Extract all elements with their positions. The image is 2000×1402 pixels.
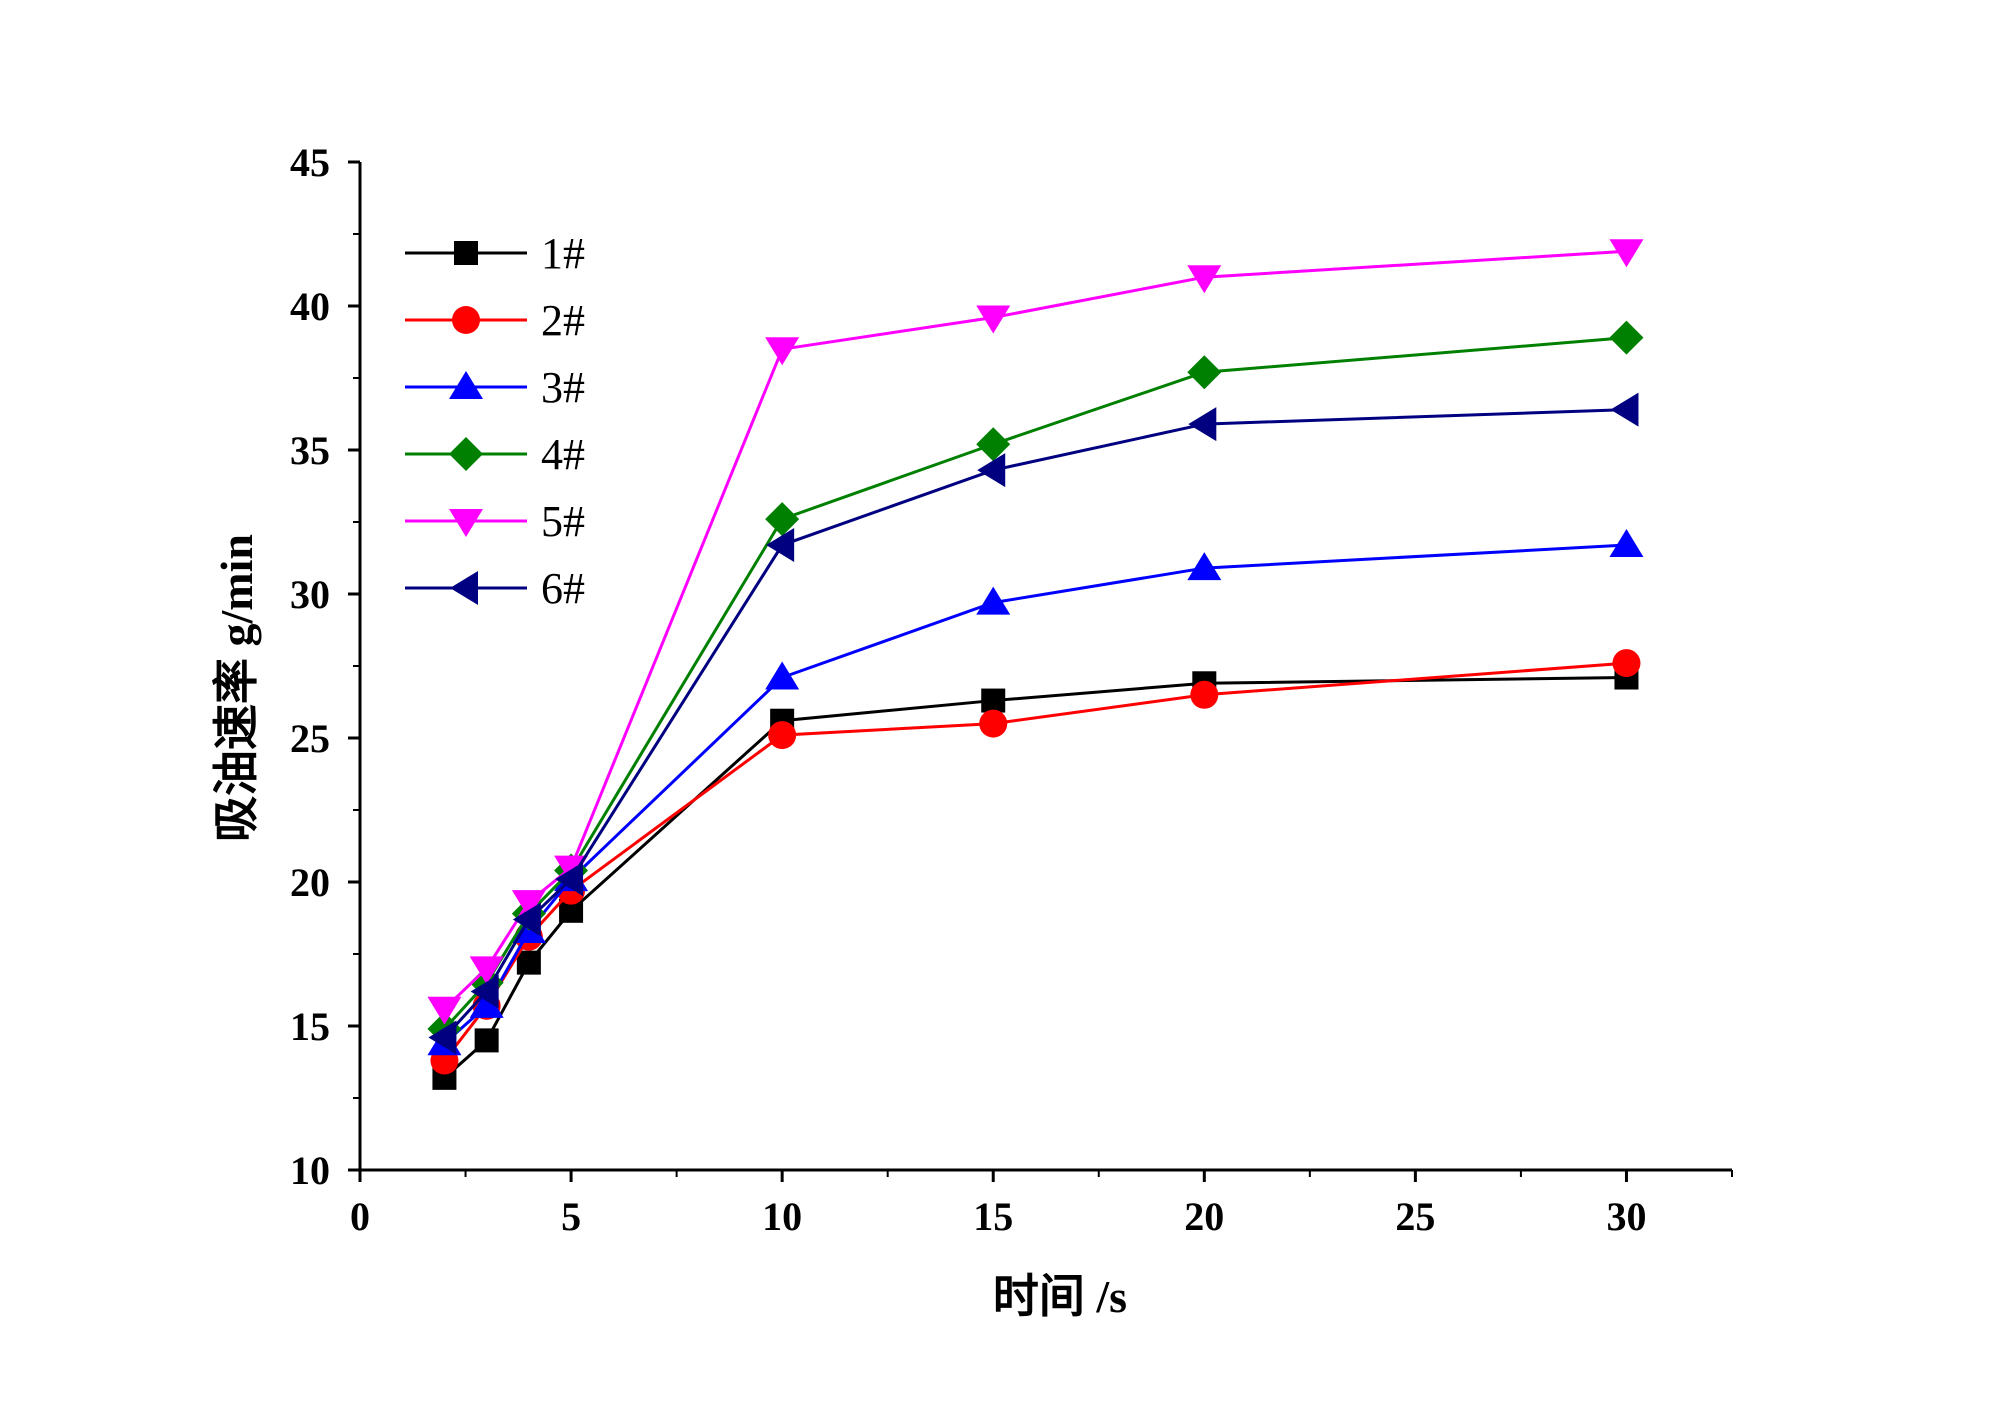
series-group <box>427 239 1644 1090</box>
legend-label: 2# <box>541 296 585 345</box>
legend-marker <box>454 241 478 265</box>
legend-marker <box>450 571 478 605</box>
y-tick-label: 15 <box>290 1004 330 1049</box>
data-point <box>768 721 797 750</box>
data-point <box>555 862 584 897</box>
data-point <box>516 950 541 975</box>
data-point <box>511 890 546 919</box>
legend-marker <box>452 306 480 334</box>
legend-label: 1# <box>541 229 585 278</box>
series-line <box>443 676 1627 1079</box>
data-point <box>977 453 1006 488</box>
x-tick-label: 0 <box>350 1194 370 1239</box>
x-tick-label: 30 <box>1606 1194 1646 1239</box>
data-point <box>976 586 1011 615</box>
data-point <box>976 305 1011 334</box>
series-line <box>443 249 1627 1010</box>
series-5 <box>427 239 1644 1025</box>
data-point <box>1187 265 1222 294</box>
data-point <box>1609 529 1644 558</box>
legend-marker <box>449 509 483 537</box>
y-tick-label: 35 <box>290 428 330 473</box>
data-point <box>512 902 541 937</box>
series-line <box>443 543 1627 1045</box>
data-point <box>1187 355 1222 390</box>
series-1 <box>432 665 1639 1090</box>
data-point <box>428 1020 457 1055</box>
y-tick-label: 20 <box>290 860 330 905</box>
series-3 <box>427 529 1644 1056</box>
data-point <box>1187 552 1222 581</box>
series-line <box>443 408 1627 1039</box>
y-tick-label: 30 <box>290 572 330 617</box>
legend-label: 3# <box>541 363 585 412</box>
series-4 <box>427 320 1644 1046</box>
x-tick-label: 25 <box>1395 1194 1435 1239</box>
legend-label: 5# <box>541 497 585 546</box>
data-point <box>1188 407 1217 442</box>
data-point <box>470 974 499 1009</box>
legend-item: 2# <box>405 296 585 345</box>
data-point <box>976 427 1011 462</box>
y-tick-label: 25 <box>290 716 330 761</box>
data-point <box>766 528 795 563</box>
data-point <box>765 502 800 537</box>
data-point <box>469 989 504 1018</box>
series-2 <box>430 649 1641 1075</box>
series-line <box>443 336 1627 1030</box>
x-axis-title: 时间 /s <box>993 1271 1127 1322</box>
legend: 1# 2# 3# 4# 5# 6# <box>405 229 585 613</box>
legend-item: 6# <box>405 564 585 613</box>
y-tick-label: 40 <box>290 284 330 329</box>
data-point <box>1612 649 1641 678</box>
data-point <box>981 688 1006 713</box>
legend-marker <box>449 437 483 471</box>
data-point <box>765 337 800 366</box>
legend-item: 4# <box>405 430 585 479</box>
data-point <box>469 956 504 985</box>
data-point <box>765 661 800 690</box>
data-point <box>1609 320 1644 355</box>
axes: 0 5 10 15 20 25 30 10 15 20 25 30 35 40 45 <box>290 140 1733 1239</box>
data-point <box>1609 239 1644 268</box>
legend-label: 4# <box>541 430 585 479</box>
x-tick-label: 20 <box>1184 1194 1224 1239</box>
y-axis-title: 吸油速率 g/min <box>211 534 262 842</box>
legend-item: 5# <box>405 497 585 546</box>
y-tick-label: 45 <box>290 140 330 185</box>
y-tick-label: 10 <box>290 1148 330 1193</box>
data-point <box>1610 392 1639 427</box>
data-point <box>1190 680 1219 709</box>
series-line <box>443 661 1627 1062</box>
series-6 <box>428 392 1639 1055</box>
legend-marker <box>449 371 483 399</box>
x-tick-label: 10 <box>762 1194 802 1239</box>
data-point <box>474 1028 499 1053</box>
x-tick-label: 5 <box>561 1194 581 1239</box>
legend-item: 3# <box>405 363 585 412</box>
x-tick-label: 15 <box>973 1194 1013 1239</box>
legend-item: 1# <box>405 229 585 278</box>
data-point <box>427 996 462 1025</box>
data-point <box>979 709 1008 738</box>
legend-label: 6# <box>541 564 585 613</box>
